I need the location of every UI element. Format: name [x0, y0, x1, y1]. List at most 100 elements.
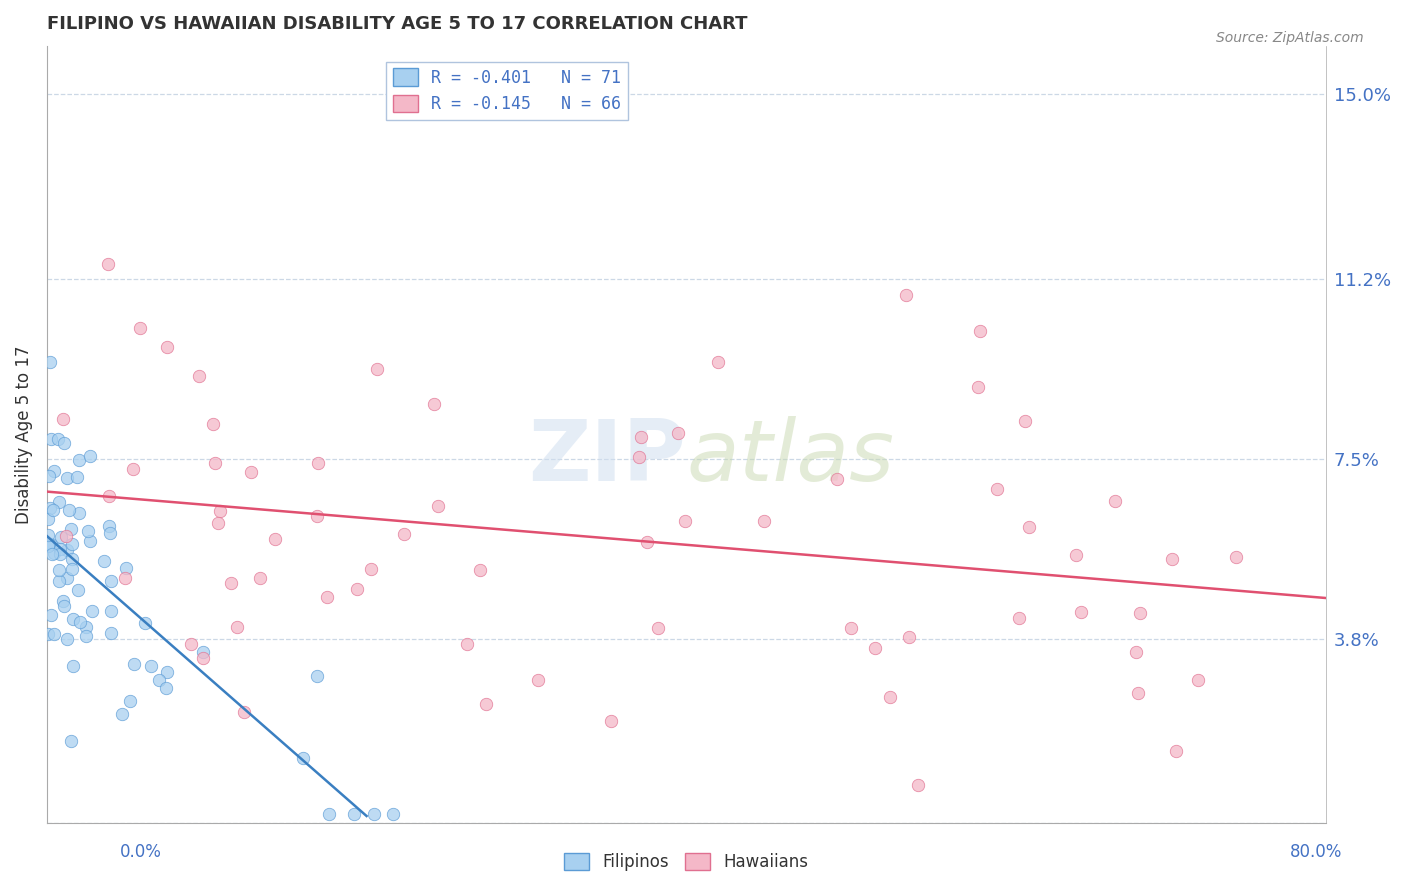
Point: [316, 590, 339, 604]
Point: [37, 528, 59, 542]
Point: [55, 529, 77, 543]
Point: [56, 471, 79, 485]
Point: [1014, 413, 1036, 427]
Point: [249, 571, 271, 585]
Point: [114, 571, 136, 585]
Point: [318, 806, 340, 821]
Point: [898, 630, 921, 644]
Point: [307, 456, 329, 470]
Point: [134, 616, 156, 631]
Point: [233, 706, 256, 720]
Y-axis label: Disability Age 5 to 17: Disability Age 5 to 17: [15, 345, 32, 524]
Point: [343, 806, 366, 821]
Point: [468, 564, 491, 578]
Point: [49, 547, 72, 561]
Point: [39, 537, 62, 551]
Point: [427, 499, 450, 513]
Point: [67, 452, 90, 467]
Point: [647, 621, 669, 635]
Point: [97, 257, 120, 271]
Point: [44, 627, 66, 641]
Point: [1129, 607, 1152, 621]
Point: [307, 508, 329, 523]
Point: [863, 640, 886, 655]
Point: [69, 615, 91, 630]
Point: [627, 450, 650, 464]
Point: [39, 500, 62, 515]
Point: [707, 354, 730, 368]
Point: [366, 362, 388, 376]
Point: [98, 526, 121, 541]
Point: [75, 620, 97, 634]
Point: [180, 637, 202, 651]
Point: [225, 619, 247, 633]
Point: [62, 611, 84, 625]
Point: [48, 574, 70, 588]
Point: [122, 657, 145, 671]
Point: [111, 706, 134, 721]
Point: [79, 534, 101, 549]
Point: [118, 694, 141, 708]
Point: [599, 714, 621, 728]
Point: [37, 539, 59, 553]
Point: [58, 502, 80, 516]
Point: [381, 806, 404, 821]
Point: [41, 503, 63, 517]
Point: [79, 450, 101, 464]
Point: [67, 506, 90, 520]
Point: [156, 665, 179, 680]
Point: [60, 537, 83, 551]
Text: ZIP: ZIP: [529, 417, 686, 500]
Point: [156, 340, 179, 354]
Point: [969, 324, 991, 338]
Point: [292, 751, 315, 765]
Point: [1007, 611, 1029, 625]
Point: [1018, 520, 1040, 534]
Point: [191, 651, 214, 665]
Point: [839, 621, 862, 635]
Point: [966, 380, 988, 394]
Point: [100, 626, 122, 640]
Point: [46, 432, 69, 446]
Point: [38, 537, 60, 551]
Point: [201, 417, 224, 431]
Text: 0.0%: 0.0%: [120, 843, 162, 861]
Point: [240, 465, 263, 479]
Point: [128, 320, 150, 334]
Point: [475, 697, 498, 711]
Point: [66, 582, 89, 597]
Point: [75, 629, 97, 643]
Point: [423, 397, 446, 411]
Text: atlas: atlas: [686, 417, 894, 500]
Point: [139, 659, 162, 673]
Point: [305, 669, 328, 683]
Point: [51, 530, 73, 544]
Point: [207, 516, 229, 530]
Point: [1128, 686, 1150, 700]
Point: [456, 636, 478, 650]
Point: [1225, 549, 1247, 564]
Point: [93, 554, 115, 568]
Point: [80, 604, 103, 618]
Point: [37, 627, 59, 641]
Point: [636, 535, 658, 549]
Point: [752, 514, 775, 528]
Point: [394, 527, 416, 541]
Point: [37, 512, 59, 526]
Point: [673, 514, 696, 528]
Point: [191, 645, 214, 659]
Point: [66, 469, 89, 483]
Point: [1187, 673, 1209, 687]
Point: [98, 489, 121, 503]
Point: [208, 504, 231, 518]
Point: [527, 673, 550, 688]
Point: [39, 608, 62, 623]
Point: [155, 681, 177, 696]
Point: [38, 468, 60, 483]
Point: [827, 472, 849, 486]
Point: [666, 425, 689, 440]
Point: [1160, 552, 1182, 566]
Point: [52, 412, 75, 426]
Point: [53, 436, 76, 450]
Point: [204, 457, 226, 471]
